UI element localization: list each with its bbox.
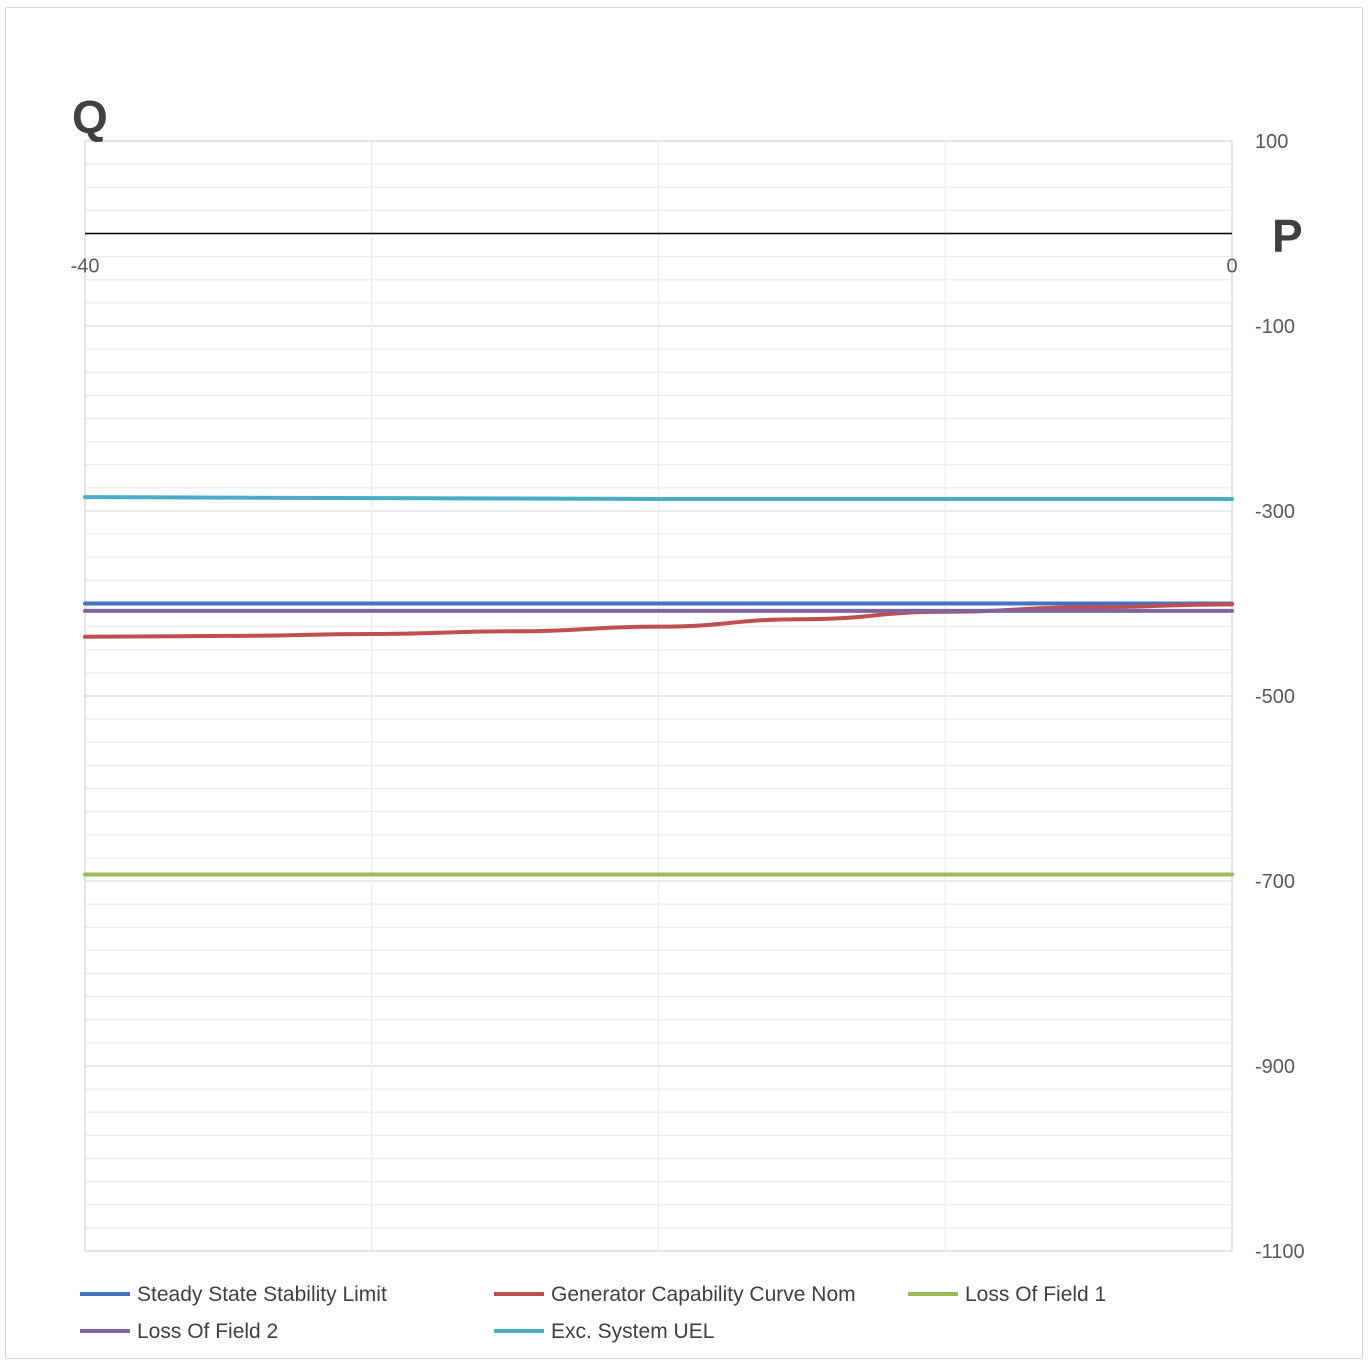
series-lines [83, 495, 1234, 877]
y-tick-label: -900 [1255, 1056, 1295, 1078]
legend-label: Steady State Stability Limit [137, 1283, 387, 1306]
legend-item: Generator Capability Curve Nom [494, 1283, 856, 1306]
legend-item: Steady State Stability Limit [80, 1283, 387, 1306]
legend-label: Loss Of Field 2 [137, 1320, 278, 1343]
x-tick-label: -40 [71, 256, 100, 278]
series-line-4 [83, 495, 1234, 502]
legend: Steady State Stability Limit Generator Ca… [80, 1283, 1106, 1343]
y-tick-label: -300 [1255, 501, 1295, 523]
y-tick-label: -100 [1255, 316, 1295, 338]
x-tick-label: 0 [1226, 256, 1237, 278]
x-axis-title: P [1272, 210, 1303, 262]
y-tick-label: -700 [1255, 871, 1295, 893]
legend-item: Loss Of Field 2 [80, 1320, 278, 1343]
y-tick-label: 100 [1255, 131, 1288, 153]
legend-label: Exc. System UEL [551, 1320, 714, 1343]
legend-label: Loss Of Field 1 [965, 1283, 1106, 1306]
plot-area-border [84, 140, 1233, 1252]
legend-label: Generator Capability Curve Nom [551, 1283, 856, 1306]
legend-item: Exc. System UEL [494, 1320, 714, 1343]
y-tick-label: -500 [1255, 686, 1295, 708]
chart-frame [5, 7, 1363, 1359]
tick-labels: 100 -100 -300 -500 -700 -900 -1100 -40 0 [71, 131, 1305, 1263]
gridlines [84, 140, 1233, 1252]
series-line-1 [83, 602, 1234, 639]
y-axis-title: Q [72, 91, 108, 143]
y-tick-label: -1100 [1255, 1241, 1305, 1263]
legend-item: Loss Of Field 1 [908, 1283, 1106, 1306]
